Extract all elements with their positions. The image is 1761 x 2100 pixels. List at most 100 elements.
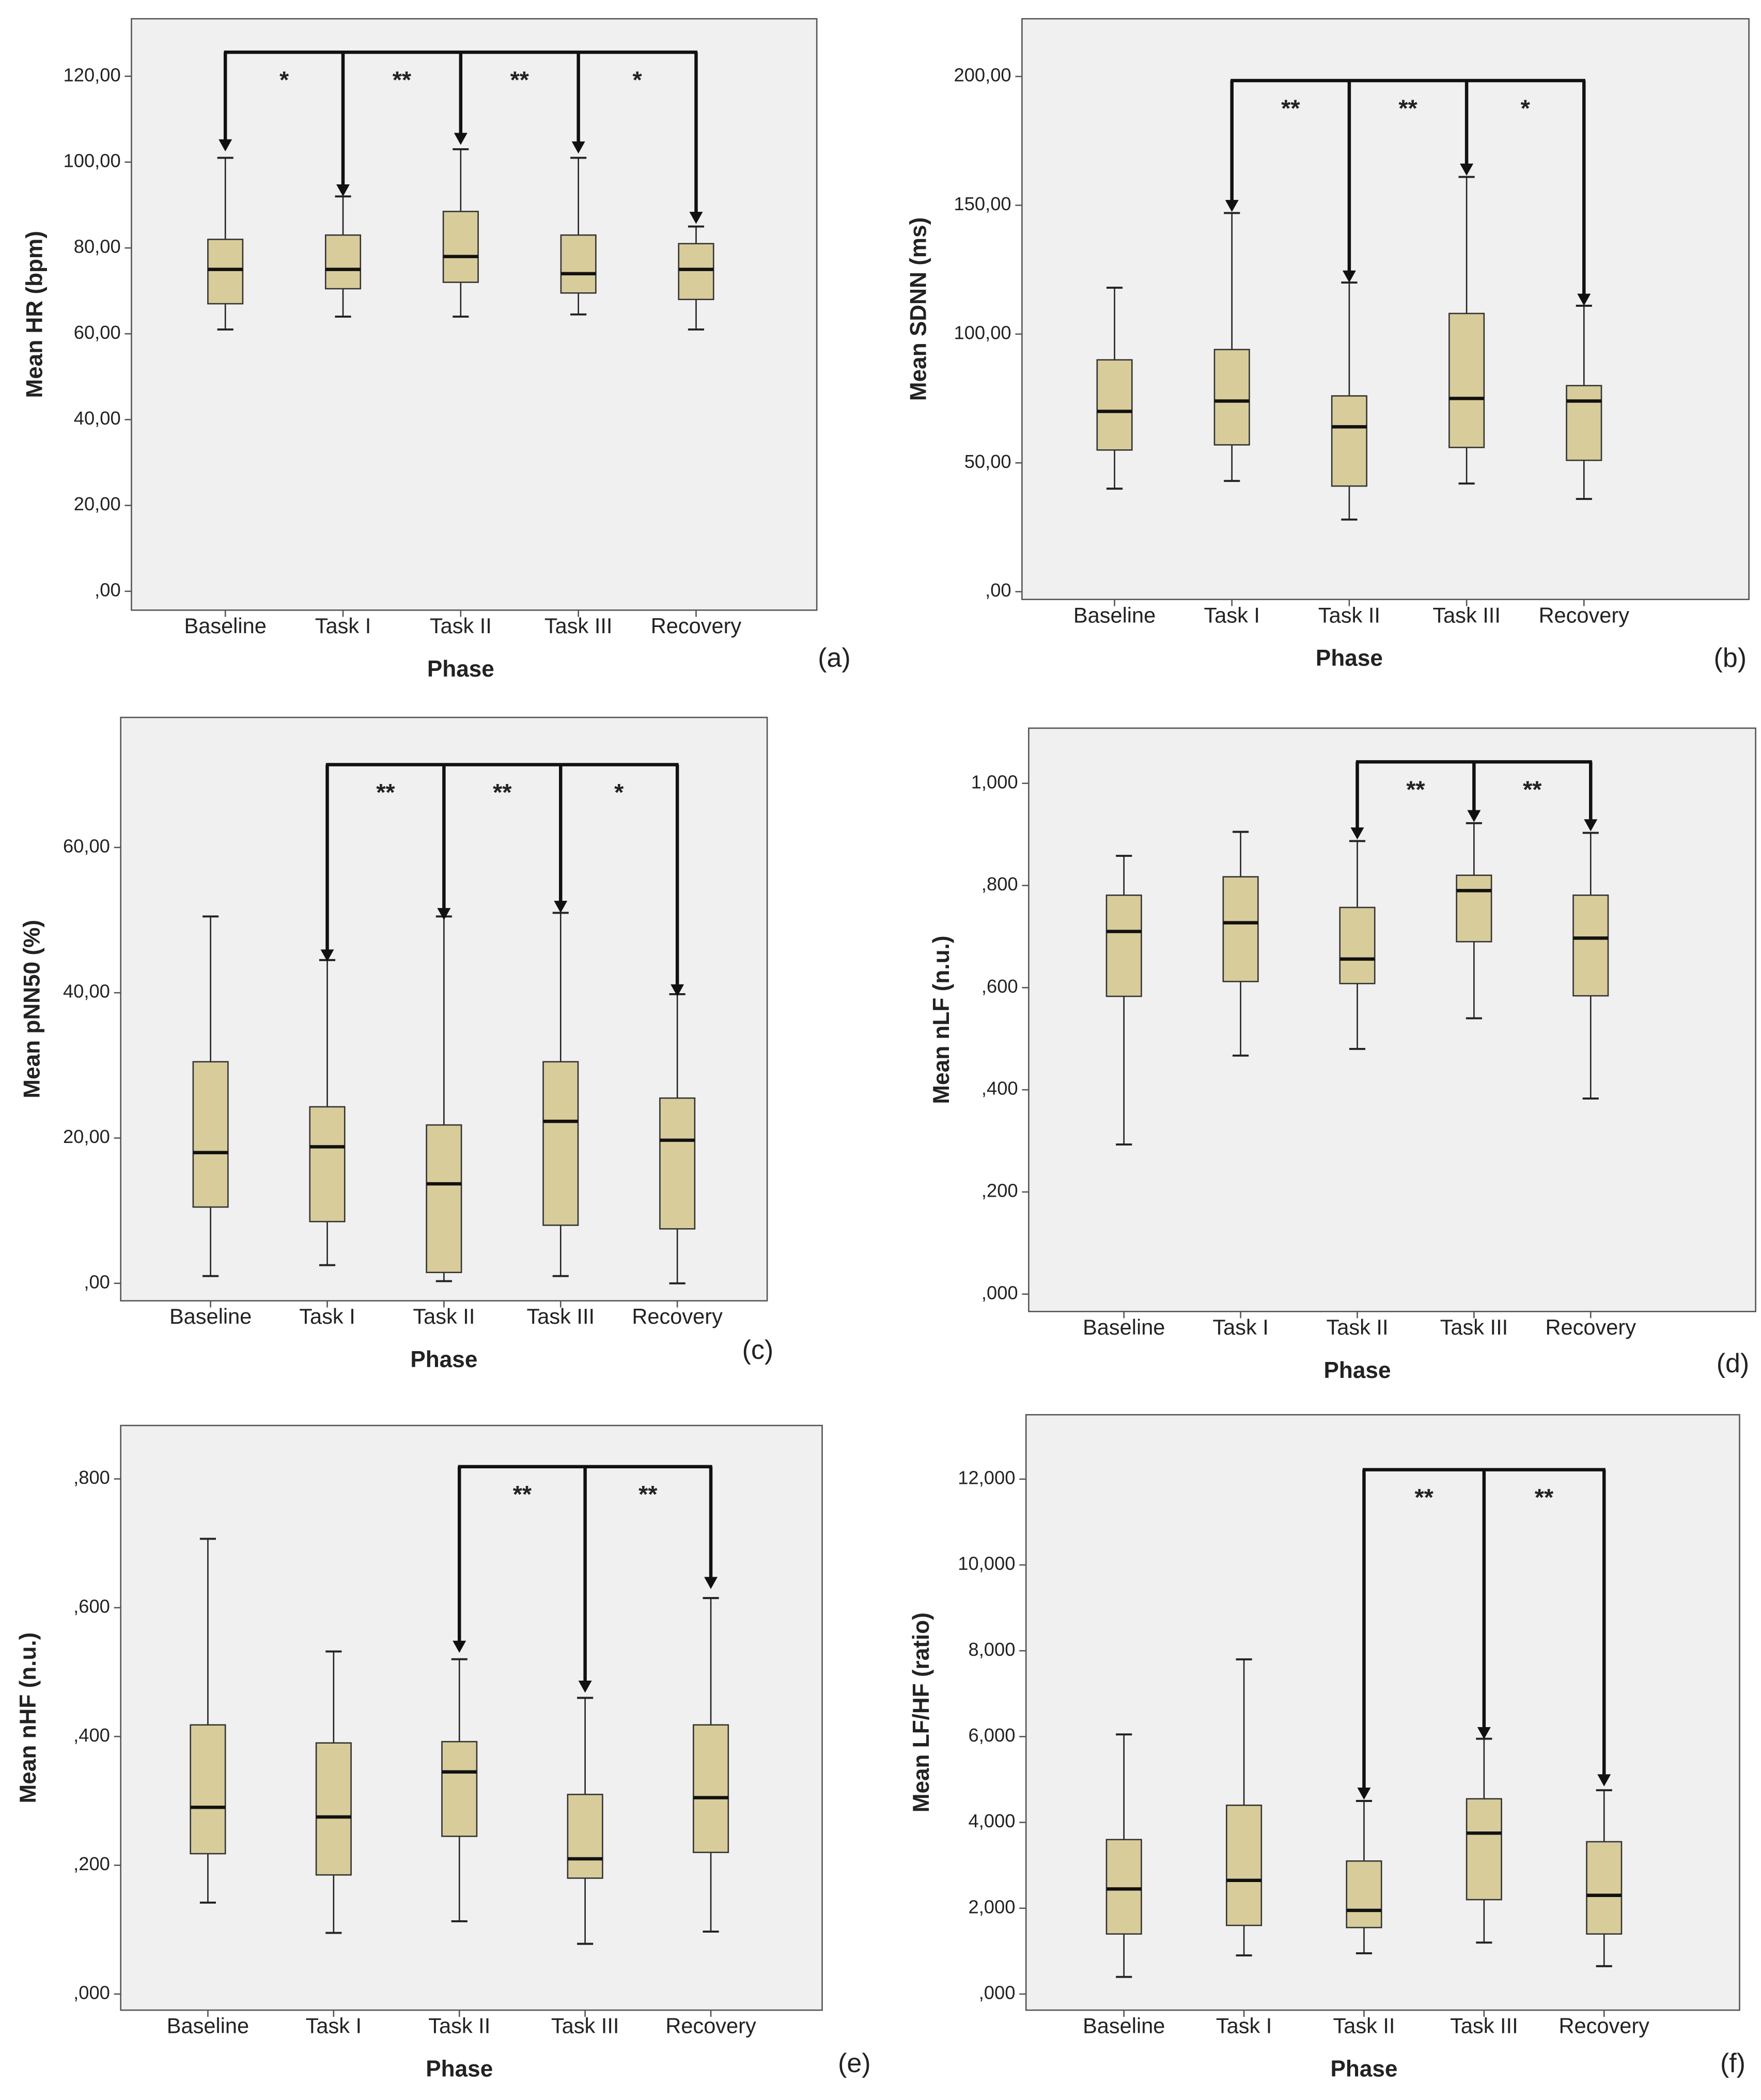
y-tick-label: 150,00 bbox=[954, 193, 1011, 214]
y-tick-label: 80,00 bbox=[74, 236, 121, 257]
arrow-head bbox=[437, 908, 451, 920]
arrow-head bbox=[1467, 810, 1481, 822]
y-tick-label: ,00 bbox=[985, 579, 1011, 601]
y-tick-label: 100,00 bbox=[954, 322, 1011, 343]
box bbox=[1105, 894, 1142, 997]
x-tick-label: Recovery bbox=[1546, 1315, 1637, 1339]
box bbox=[659, 1097, 696, 1230]
box bbox=[190, 1724, 226, 1855]
box bbox=[1226, 1805, 1263, 1926]
y-tick-label: 100,00 bbox=[64, 150, 121, 171]
significance-label: ** bbox=[376, 779, 395, 806]
x-tick-label: Baseline bbox=[169, 1304, 252, 1328]
y-tick-label: 120,00 bbox=[64, 64, 121, 85]
x-tick-label: Recovery bbox=[1559, 2014, 1650, 2038]
y-tick-label: ,400 bbox=[73, 1725, 110, 1746]
y-tick-label: 1,000 bbox=[971, 771, 1018, 792]
x-tick-label: Task III bbox=[544, 614, 613, 638]
arrow-head bbox=[1357, 1788, 1371, 1800]
box bbox=[207, 239, 244, 305]
arrow-head bbox=[1342, 270, 1356, 283]
significance-label: * bbox=[632, 67, 642, 93]
y-tick-label: 60,00 bbox=[63, 835, 110, 856]
x-tick-label: Recovery bbox=[1539, 603, 1630, 627]
arrow-head bbox=[704, 1577, 718, 1589]
y-tick-label: ,00 bbox=[84, 1271, 110, 1292]
panel-label: (e) bbox=[838, 2048, 870, 2078]
significance-label: ** bbox=[513, 1481, 532, 1508]
y-tick-label: 12,000 bbox=[958, 1467, 1015, 1488]
x-tick-label: Task III bbox=[551, 2014, 619, 2038]
box bbox=[1572, 894, 1609, 997]
x-tick-label: Recovery bbox=[632, 1304, 723, 1328]
x-axis-title: Phase bbox=[1330, 2057, 1397, 2082]
significance-label: ** bbox=[1281, 95, 1300, 122]
y-tick-label: 60,00 bbox=[74, 322, 121, 343]
significance-label: ** bbox=[1414, 1484, 1433, 1511]
x-tick-label: Task II bbox=[1318, 603, 1380, 627]
arrow-head bbox=[1225, 200, 1239, 212]
plot-frame bbox=[120, 1424, 823, 2011]
x-tick-label: Task II bbox=[413, 1304, 475, 1328]
arrow-head bbox=[1597, 1774, 1611, 1786]
y-tick-label: 6,000 bbox=[969, 1725, 1016, 1746]
panel-label: (c) bbox=[742, 1335, 774, 1365]
arrow-head bbox=[320, 949, 334, 962]
arrow-head bbox=[1460, 163, 1474, 176]
x-tick-label: Task III bbox=[1432, 603, 1501, 627]
y-tick-label: 200,00 bbox=[954, 65, 1011, 86]
arrow-head bbox=[453, 1640, 466, 1653]
significance-label: ** bbox=[1535, 1484, 1554, 1511]
y-tick-label: 20,00 bbox=[74, 493, 121, 514]
x-tick-label: Task I bbox=[299, 1304, 355, 1328]
box bbox=[1105, 1839, 1142, 1935]
y-tick-label: ,800 bbox=[981, 873, 1018, 895]
box bbox=[1213, 349, 1250, 446]
x-axis-title: Phase bbox=[426, 2057, 493, 2082]
box bbox=[315, 1742, 352, 1876]
significance-label: ** bbox=[510, 67, 529, 93]
x-axis-title: Phase bbox=[1316, 646, 1383, 671]
y-axis-title: Mean SDNN (ms) bbox=[906, 217, 931, 401]
y-tick-label: 8,000 bbox=[969, 1639, 1016, 1660]
plot-frame bbox=[1021, 18, 1750, 600]
y-tick-label: ,600 bbox=[981, 976, 1018, 997]
y-axis-title: Mean HR (bpm) bbox=[22, 231, 48, 398]
panel-label: (d) bbox=[1717, 1349, 1749, 1378]
y-tick-label: ,000 bbox=[981, 1282, 1018, 1303]
arrow-head bbox=[571, 141, 585, 154]
x-tick-label: Task II bbox=[1326, 1315, 1388, 1339]
box bbox=[1096, 359, 1133, 451]
y-tick-label: 2,000 bbox=[969, 1896, 1016, 1917]
y-axis-title: Mean nHF (n.u.) bbox=[15, 1633, 41, 1804]
y-axis-title: Mean pNN50 (%) bbox=[20, 920, 45, 1099]
arrow-head bbox=[671, 984, 684, 997]
x-axis-title: Phase bbox=[427, 656, 494, 682]
significance-label: ** bbox=[638, 1481, 658, 1508]
x-tick-label: Task II bbox=[430, 614, 492, 638]
panel-label: (f) bbox=[1720, 2048, 1746, 2078]
box bbox=[1222, 876, 1259, 982]
box bbox=[192, 1061, 229, 1208]
x-tick-label: Baseline bbox=[184, 614, 267, 638]
x-tick-label: Task I bbox=[1212, 1315, 1268, 1339]
x-tick-label: Task II bbox=[1333, 2014, 1395, 2038]
plot-frame bbox=[1028, 727, 1756, 1312]
panel-label: (a) bbox=[818, 643, 850, 673]
x-tick-label: Task I bbox=[1216, 2014, 1272, 2038]
x-tick-label: Baseline bbox=[1073, 603, 1156, 627]
x-axis-title: Phase bbox=[1323, 1358, 1391, 1383]
x-tick-label: Baseline bbox=[1083, 2014, 1165, 2038]
x-tick-label: Baseline bbox=[167, 2014, 249, 2038]
y-tick-label: ,000 bbox=[73, 1982, 110, 2003]
x-tick-label: Task III bbox=[526, 1304, 595, 1328]
y-tick-label: 4,000 bbox=[969, 1810, 1016, 1831]
box bbox=[1331, 395, 1367, 487]
arrow-head bbox=[336, 184, 350, 197]
x-tick-label: Task III bbox=[1450, 2014, 1518, 2038]
box bbox=[1566, 385, 1602, 461]
y-tick-label: 40,00 bbox=[63, 981, 110, 1002]
y-tick-label: ,200 bbox=[981, 1180, 1018, 1201]
